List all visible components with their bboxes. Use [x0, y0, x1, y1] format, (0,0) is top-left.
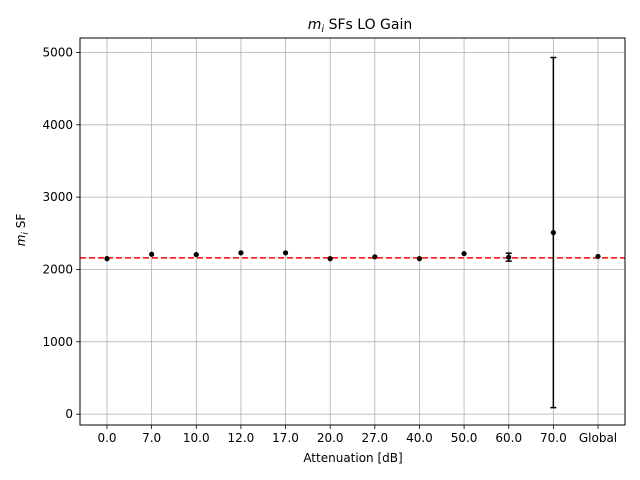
y-tick-label: 4000	[42, 118, 73, 132]
x-tick-label: 60.0	[495, 431, 522, 445]
data-point	[372, 254, 378, 260]
data-point	[238, 250, 244, 256]
data-point	[282, 250, 289, 256]
x-tick-label: 40.0	[406, 431, 433, 445]
data-point	[550, 229, 556, 236]
y-axis-label: mi SF	[14, 214, 31, 247]
data-point	[595, 253, 601, 260]
grid	[80, 38, 625, 425]
y-tick-label: 0	[65, 407, 73, 421]
chart-title: mi SFs LO Gain	[308, 17, 413, 35]
x-tick-label: 17.0	[272, 431, 299, 445]
data-marks	[104, 56, 601, 409]
data-point	[506, 254, 512, 260]
x-tick-label: 10.0	[183, 431, 210, 445]
data-point	[461, 250, 467, 257]
y-tick-label: 1000	[42, 335, 73, 349]
x-tick-label: 27.0	[361, 431, 388, 445]
x-tick-label: 0.0	[97, 431, 116, 445]
y-tick-label: 5000	[42, 45, 73, 59]
x-tick-label: 70.0	[540, 431, 567, 445]
data-point	[327, 256, 333, 262]
x-tick-label: 20.0	[317, 431, 344, 445]
x-axis-ticks: 0.0 7.0 10.0 12.0 17.0 20.0 27.0 40.0 50.0 60.0 70…	[97, 425, 617, 445]
data-point	[193, 252, 199, 258]
x-tick-label: 50.0	[451, 431, 478, 445]
y-tick-label: 3000	[42, 190, 73, 204]
y-axis-ticks: 0 1000 2000 3000 4000 5000	[42, 45, 80, 421]
y-tick-label: 2000	[42, 262, 73, 276]
data-point	[149, 251, 155, 257]
x-axis-label: Attenuation [dB]	[303, 451, 402, 465]
plot-frame	[79, 37, 626, 426]
x-tick-label: 7.0	[142, 431, 161, 445]
data-point	[416, 256, 423, 262]
data-point	[104, 256, 110, 262]
x-tick-label: 12.0	[228, 431, 255, 445]
x-tick-label: Global	[579, 431, 617, 445]
